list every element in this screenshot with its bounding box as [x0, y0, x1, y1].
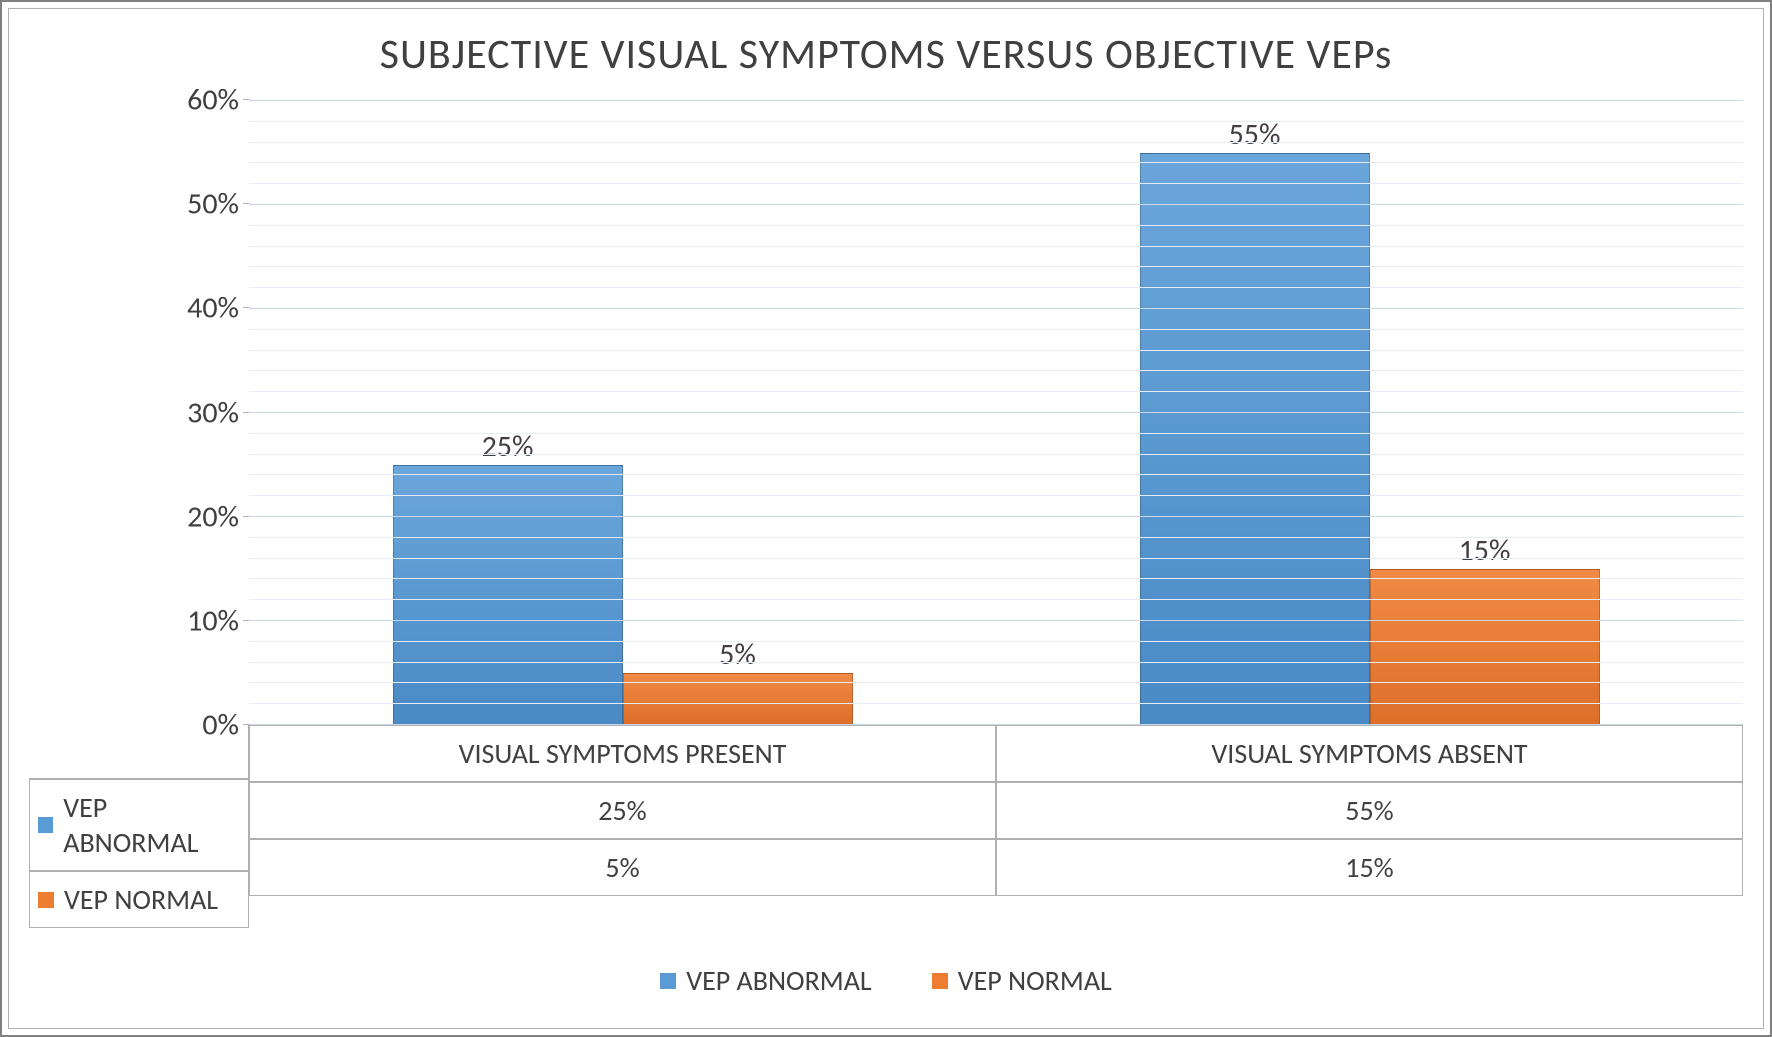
legend-item-0: VEP ABNORMAL	[660, 963, 872, 998]
grid-line-minor	[249, 558, 1743, 559]
grid-line-minor	[249, 599, 1743, 600]
y-tick-label: 10%	[187, 602, 239, 639]
grid-line-minor	[249, 183, 1743, 184]
y-tick-label: 30%	[187, 394, 239, 431]
grid-line-minor	[249, 662, 1743, 663]
bar: 15%	[1370, 569, 1600, 725]
table-cell: 15%	[996, 839, 1743, 896]
grid-line-major	[249, 308, 1743, 309]
swatch-icon	[932, 973, 948, 989]
plot-row: 0%10%20%30%40%50%60% 25%5%55%15%	[29, 100, 1743, 725]
y-tick-label: 0%	[202, 707, 239, 744]
bar-group: 55%15%	[996, 101, 1743, 725]
table-cell: 25%	[249, 782, 996, 839]
data-table-col-0: VISUAL SYMPTOMS PRESENT 25% 5%	[249, 725, 996, 928]
legend: VEP ABNORMAL VEP NORMAL	[29, 928, 1743, 1008]
grid-line-minor	[249, 246, 1743, 247]
grid-line-minor	[249, 350, 1743, 351]
y-tick-label: 40%	[187, 290, 239, 327]
swatch-icon	[38, 892, 54, 908]
category-header: VISUAL SYMPTOMS PRESENT	[249, 725, 996, 782]
grid-line-minor	[249, 454, 1743, 455]
grid-line-major	[249, 724, 1743, 725]
grid-line-minor	[249, 682, 1743, 683]
chart-outer-frame: SUBJECTIVE VISUAL SYMPTOMS VERSUS OBJECT…	[0, 0, 1772, 1037]
table-cell: 5%	[249, 839, 996, 896]
y-tick-label: 20%	[187, 498, 239, 535]
swatch-icon	[660, 973, 676, 989]
grid-line-minor	[249, 370, 1743, 371]
chart-title: SUBJECTIVE VISUAL SYMPTOMS VERSUS OBJECT…	[29, 19, 1743, 100]
grid-line-minor	[249, 287, 1743, 288]
bar-groups: 25%5%55%15%	[249, 101, 1743, 725]
bar: 25%	[393, 465, 623, 725]
grid-line-minor	[249, 641, 1743, 642]
grid-line-minor	[249, 162, 1743, 163]
chart-body: 0%10%20%30%40%50%60% 25%5%55%15% VEP ABN…	[29, 100, 1743, 1008]
table-cell: 55%	[996, 782, 1743, 839]
data-table-left-col: VEP ABNORMAL VEP NORMAL	[29, 725, 249, 928]
table-row-header-1: VEP NORMAL	[29, 871, 249, 928]
y-tick-label: 50%	[187, 186, 239, 223]
table-row-header-0: VEP ABNORMAL	[29, 779, 249, 871]
bar: 55%	[1140, 153, 1370, 725]
grid-line-minor	[249, 537, 1743, 538]
grid-line-major	[249, 620, 1743, 621]
grid-line-minor	[249, 703, 1743, 704]
grid-line-minor	[249, 433, 1743, 434]
swatch-icon	[38, 817, 53, 833]
grid-line-minor	[249, 329, 1743, 330]
grid-line-minor	[249, 391, 1743, 392]
legend-label: VEP NORMAL	[958, 963, 1112, 998]
y-axis: 0%10%20%30%40%50%60%	[29, 100, 249, 725]
grid-line-minor	[249, 266, 1743, 267]
grid-line-minor	[249, 225, 1743, 226]
grid-line-major	[249, 100, 1743, 101]
grid-line-minor	[249, 578, 1743, 579]
data-table: VEP ABNORMAL VEP NORMAL VISUAL SYMPTOMS …	[29, 725, 1743, 928]
plot-area: 25%5%55%15%	[249, 100, 1743, 725]
bar: 5%	[623, 673, 853, 725]
grid-line-minor	[249, 474, 1743, 475]
grid-line-minor	[249, 495, 1743, 496]
legend-item-1: VEP NORMAL	[932, 963, 1112, 998]
grid-line-major	[249, 204, 1743, 205]
grid-line-major	[249, 412, 1743, 413]
grid-line-major	[249, 516, 1743, 517]
row-header-label: VEP NORMAL	[64, 882, 218, 917]
legend-label: VEP ABNORMAL	[686, 963, 872, 998]
data-table-right: VISUAL SYMPTOMS PRESENT 25% 5% VISUAL SY…	[249, 725, 1743, 928]
grid-line-minor	[249, 121, 1743, 122]
y-tick-label: 60%	[187, 82, 239, 119]
row-header-label: VEP ABNORMAL	[63, 790, 240, 860]
data-table-col-1: VISUAL SYMPTOMS ABSENT 55% 15%	[996, 725, 1743, 928]
bar-group: 25%5%	[249, 101, 996, 725]
grid-line-minor	[249, 142, 1743, 143]
chart-inner-frame: SUBJECTIVE VISUAL SYMPTOMS VERSUS OBJECT…	[8, 8, 1764, 1029]
category-header: VISUAL SYMPTOMS ABSENT	[996, 725, 1743, 782]
